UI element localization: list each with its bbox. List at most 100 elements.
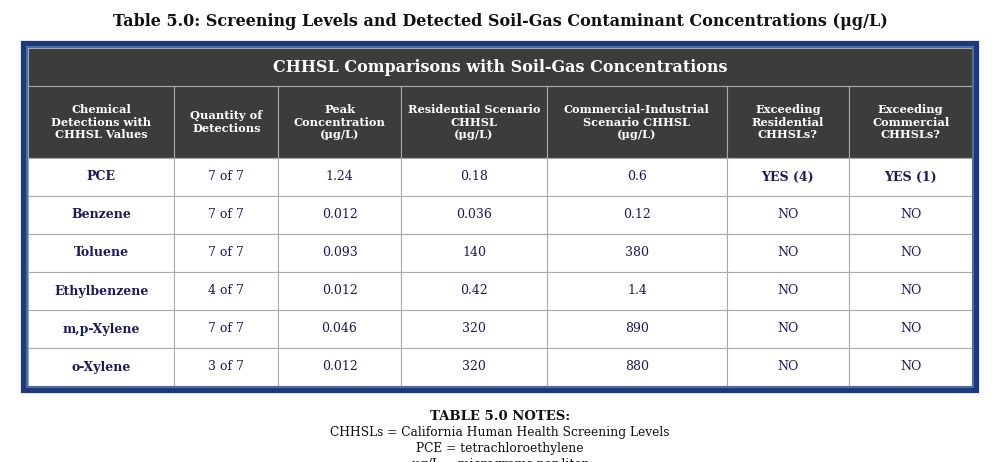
Bar	[727, 158, 849, 196]
Text: μg/L = micrograms per liter: μg/L = micrograms per liter	[412, 458, 588, 462]
Text: Benzene: Benzene	[71, 208, 131, 221]
Text: 4 of 7: 4 of 7	[208, 285, 244, 298]
Text: NO: NO	[777, 208, 799, 221]
Bar	[401, 310, 547, 348]
Text: 0.012: 0.012	[322, 285, 357, 298]
Bar	[727, 196, 849, 234]
Bar	[28, 86, 174, 158]
Bar	[547, 272, 727, 310]
Bar	[174, 234, 278, 272]
Bar	[727, 272, 849, 310]
Bar	[28, 158, 174, 196]
Bar	[28, 272, 174, 310]
Bar	[24, 44, 976, 390]
Text: NO: NO	[900, 360, 921, 373]
Bar	[278, 272, 401, 310]
Text: 0.18: 0.18	[460, 170, 488, 183]
Bar	[28, 48, 972, 86]
Text: 0.012: 0.012	[322, 208, 357, 221]
Bar	[28, 196, 174, 234]
Text: 0.012: 0.012	[322, 360, 357, 373]
Bar	[278, 158, 401, 196]
Bar	[174, 310, 278, 348]
Text: 7 of 7: 7 of 7	[208, 170, 244, 183]
Bar	[28, 310, 174, 348]
Text: YES (4): YES (4)	[762, 170, 814, 183]
Bar	[401, 196, 547, 234]
Text: PCE = tetrachloroethylene: PCE = tetrachloroethylene	[416, 442, 584, 455]
Text: 1.24: 1.24	[326, 170, 353, 183]
Bar	[849, 86, 972, 158]
Bar	[727, 310, 849, 348]
Bar	[174, 272, 278, 310]
Text: Quantity of
Detections: Quantity of Detections	[190, 110, 262, 134]
Bar	[28, 234, 174, 272]
Text: Ethylbenzene: Ethylbenzene	[54, 285, 148, 298]
Bar	[278, 196, 401, 234]
Bar	[727, 86, 849, 158]
Text: 880: 880	[625, 360, 649, 373]
Text: 320: 320	[462, 360, 486, 373]
Text: Exceeding
Residential
CHHSLs?: Exceeding Residential CHHSLs?	[752, 103, 824, 140]
Bar	[278, 86, 401, 158]
Text: 7 of 7: 7 of 7	[208, 208, 244, 221]
Bar	[401, 348, 547, 386]
Bar	[727, 348, 849, 386]
Text: Peak
Concentration
(μg/L): Peak Concentration (μg/L)	[294, 103, 385, 140]
Bar	[849, 310, 972, 348]
Text: 0.12: 0.12	[623, 208, 651, 221]
Bar	[174, 86, 278, 158]
Text: NO: NO	[900, 247, 921, 260]
Text: PCE: PCE	[87, 170, 116, 183]
Text: Residential Scenario
CHHSL
(μg/L): Residential Scenario CHHSL (μg/L)	[408, 103, 540, 140]
Text: Chemical
Detections with
CHHSL Values: Chemical Detections with CHHSL Values	[51, 103, 151, 140]
Bar	[547, 348, 727, 386]
Text: Exceeding
Commercial
CHHSLs?: Exceeding Commercial CHHSLs?	[872, 103, 949, 140]
Text: 1.4: 1.4	[627, 285, 647, 298]
Text: 7 of 7: 7 of 7	[208, 322, 244, 335]
Bar	[849, 196, 972, 234]
Bar	[849, 234, 972, 272]
Text: Commercial-Industrial
Scenario CHHSL
(μg/L): Commercial-Industrial Scenario CHHSL (μg…	[564, 103, 710, 140]
Text: 320: 320	[462, 322, 486, 335]
Bar	[547, 158, 727, 196]
Text: 0.6: 0.6	[627, 170, 647, 183]
Bar	[547, 310, 727, 348]
Bar	[174, 196, 278, 234]
Bar	[278, 234, 401, 272]
Bar	[174, 158, 278, 196]
Text: CHHSL Comparisons with Soil-Gas Concentrations: CHHSL Comparisons with Soil-Gas Concentr…	[273, 59, 727, 75]
Text: 140: 140	[462, 247, 486, 260]
Text: 0.036: 0.036	[456, 208, 492, 221]
Text: 3 of 7: 3 of 7	[208, 360, 244, 373]
Text: 7 of 7: 7 of 7	[208, 247, 244, 260]
Text: Table 5.0: Screening Levels and Detected Soil-Gas Contaminant Concentrations (μg: Table 5.0: Screening Levels and Detected…	[113, 13, 887, 30]
Bar	[849, 348, 972, 386]
Bar	[401, 234, 547, 272]
Text: NO: NO	[900, 285, 921, 298]
Bar	[547, 196, 727, 234]
Bar	[547, 86, 727, 158]
Text: NO: NO	[777, 360, 799, 373]
Bar	[849, 158, 972, 196]
Text: m,p-Xylene: m,p-Xylene	[62, 322, 140, 335]
Bar	[727, 234, 849, 272]
Bar	[28, 348, 174, 386]
Text: o-Xylene: o-Xylene	[71, 360, 131, 373]
Bar	[547, 234, 727, 272]
Text: 0.046: 0.046	[322, 322, 357, 335]
Bar	[401, 272, 547, 310]
Text: 890: 890	[625, 322, 649, 335]
Bar	[401, 158, 547, 196]
Text: CHHSLs = California Human Health Screening Levels: CHHSLs = California Human Health Screeni…	[330, 426, 670, 439]
Text: NO: NO	[900, 322, 921, 335]
Bar	[278, 310, 401, 348]
Text: 380: 380	[625, 247, 649, 260]
Text: TABLE 5.0 NOTES:: TABLE 5.0 NOTES:	[430, 410, 570, 423]
Bar	[849, 272, 972, 310]
Text: NO: NO	[777, 322, 799, 335]
Bar	[278, 348, 401, 386]
Text: NO: NO	[777, 247, 799, 260]
Text: 0.42: 0.42	[460, 285, 488, 298]
Text: Toluene: Toluene	[74, 247, 129, 260]
